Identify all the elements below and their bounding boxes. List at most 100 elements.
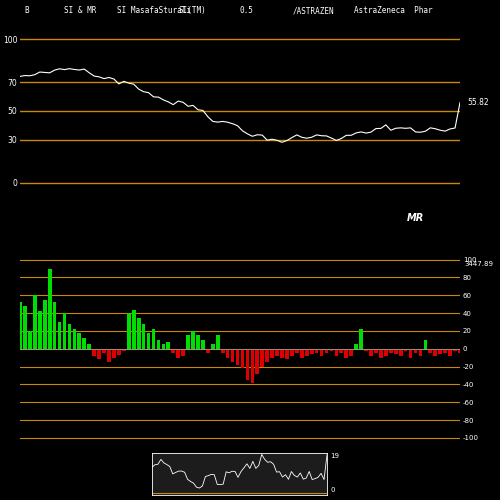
Bar: [354, 344, 358, 349]
Bar: [166, 342, 170, 349]
Bar: [112, 349, 116, 358]
Text: SI(TM): SI(TM): [178, 6, 206, 15]
Bar: [266, 349, 269, 362]
Bar: [48, 268, 51, 349]
Bar: [285, 349, 289, 360]
Bar: [369, 349, 373, 356]
Bar: [379, 349, 383, 358]
Bar: [88, 344, 91, 349]
Bar: [221, 349, 224, 353]
Bar: [107, 349, 111, 362]
Bar: [408, 349, 412, 358]
Bar: [334, 349, 338, 356]
Bar: [102, 349, 106, 353]
Bar: [162, 344, 165, 349]
Bar: [428, 349, 432, 353]
Bar: [92, 349, 96, 356]
Bar: [97, 349, 101, 360]
Text: 3447.89: 3447.89: [464, 261, 494, 267]
Bar: [399, 349, 402, 356]
Bar: [414, 349, 418, 353]
Bar: [275, 349, 279, 356]
Bar: [33, 296, 36, 349]
Bar: [58, 322, 62, 349]
Bar: [389, 349, 392, 353]
Bar: [458, 349, 462, 353]
Bar: [211, 344, 214, 349]
Bar: [448, 349, 452, 356]
Bar: [18, 302, 22, 349]
Bar: [424, 340, 427, 349]
Bar: [418, 349, 422, 356]
Bar: [72, 329, 76, 349]
Bar: [295, 349, 298, 353]
Bar: [305, 349, 308, 356]
Bar: [127, 313, 130, 349]
Bar: [82, 338, 86, 349]
Bar: [191, 331, 195, 349]
Bar: [350, 349, 353, 356]
Bar: [216, 336, 220, 349]
Text: SI MasafaSturali: SI MasafaSturali: [117, 6, 191, 15]
Bar: [230, 349, 234, 362]
Bar: [438, 349, 442, 354]
Bar: [137, 318, 140, 349]
Bar: [344, 349, 348, 358]
Bar: [38, 312, 42, 349]
Bar: [310, 349, 314, 354]
Bar: [340, 349, 343, 353]
Bar: [280, 349, 284, 358]
Bar: [78, 332, 81, 349]
Bar: [206, 349, 210, 353]
Bar: [142, 324, 146, 349]
Bar: [384, 349, 388, 356]
Bar: [324, 349, 328, 353]
Bar: [156, 340, 160, 349]
Bar: [315, 349, 318, 353]
Bar: [182, 349, 185, 356]
Text: /ASTRAZEN: /ASTRAZEN: [293, 6, 335, 15]
Bar: [172, 349, 175, 353]
Bar: [360, 329, 363, 349]
Bar: [364, 349, 368, 352]
Bar: [330, 349, 334, 352]
Bar: [404, 349, 407, 352]
Bar: [290, 349, 294, 356]
Bar: [270, 349, 274, 358]
Bar: [132, 310, 136, 349]
Bar: [374, 349, 378, 353]
Bar: [246, 349, 250, 380]
Bar: [146, 332, 150, 349]
Bar: [176, 349, 180, 358]
Bar: [320, 349, 324, 356]
Bar: [236, 349, 240, 365]
Bar: [23, 306, 27, 349]
Text: AstraZeneca  Phar: AstraZeneca Phar: [354, 6, 433, 15]
Bar: [250, 349, 254, 382]
Bar: [53, 302, 56, 349]
Text: 0.5: 0.5: [240, 6, 254, 15]
Bar: [117, 349, 120, 355]
Text: SI & MR: SI & MR: [64, 6, 96, 15]
Bar: [434, 349, 437, 356]
Bar: [122, 349, 126, 352]
Bar: [62, 313, 66, 349]
Text: B: B: [24, 6, 29, 15]
Bar: [300, 349, 304, 358]
Bar: [186, 336, 190, 349]
Text: 19: 19: [330, 452, 340, 458]
Bar: [43, 300, 46, 349]
Bar: [28, 331, 32, 349]
Bar: [394, 349, 398, 354]
Text: 0: 0: [330, 487, 335, 493]
Bar: [453, 349, 457, 352]
Bar: [256, 349, 259, 374]
Bar: [152, 329, 156, 349]
Bar: [240, 349, 244, 368]
Text: MR: MR: [407, 213, 424, 223]
Bar: [260, 349, 264, 366]
Bar: [201, 340, 205, 349]
Bar: [68, 324, 71, 349]
Bar: [196, 336, 200, 349]
Bar: [444, 349, 447, 353]
